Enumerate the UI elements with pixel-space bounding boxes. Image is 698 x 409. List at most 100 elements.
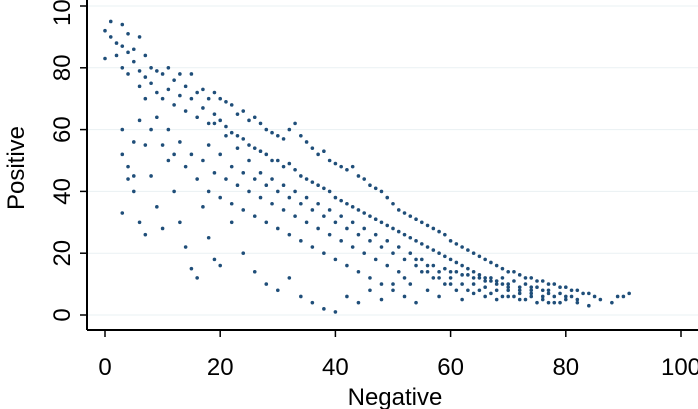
data-point: [448, 276, 453, 280]
data-point: [615, 294, 620, 299]
data-point: [581, 291, 585, 296]
data-point: [155, 115, 159, 120]
data-point: [460, 297, 464, 302]
data-point: [299, 201, 303, 206]
y-axis-ticks: 0 20 40 60 80 100: [49, 0, 87, 322]
data-point: [362, 226, 367, 231]
data-point: [402, 211, 407, 215]
data-point: [258, 195, 263, 200]
data-point: [350, 220, 355, 225]
data-point: [166, 66, 171, 70]
data-point: [425, 245, 430, 249]
data-point: [327, 232, 332, 237]
data-point: [241, 137, 246, 141]
data-point: [264, 183, 269, 188]
data-point: [155, 69, 159, 73]
data-point: [385, 263, 390, 268]
data-point: [270, 177, 274, 181]
data-point: [558, 300, 562, 305]
data-point: [448, 239, 453, 243]
data-point: [195, 90, 199, 95]
data-point: [535, 279, 539, 283]
data-point: [293, 121, 297, 126]
data-point: [287, 276, 292, 280]
data-point: [379, 282, 384, 286]
data-point: [610, 300, 614, 305]
x-tick-label: 60: [437, 354, 464, 381]
data-point: [466, 266, 470, 271]
data-point: [345, 167, 349, 172]
data-point: [391, 201, 395, 206]
data-point: [546, 288, 551, 293]
data-point: [564, 285, 568, 289]
data-point: [420, 242, 424, 246]
data-point: [414, 217, 418, 222]
data-point: [339, 164, 343, 169]
data-point: [120, 44, 125, 48]
x-tick-label: 80: [552, 354, 579, 381]
data-point: [379, 245, 384, 249]
data-point: [558, 285, 562, 289]
data-point: [506, 294, 511, 299]
data-point: [293, 189, 297, 194]
data-point: [500, 294, 505, 299]
data-point: [333, 257, 338, 262]
data-point: [235, 112, 240, 116]
data-point: [137, 84, 142, 89]
data-point: [477, 276, 482, 280]
data-point: [206, 121, 211, 126]
data-point: [143, 96, 148, 101]
data-point: [506, 288, 511, 293]
data-point: [454, 288, 459, 293]
data-point: [391, 226, 395, 231]
data-point: [431, 226, 436, 231]
data-point: [160, 226, 165, 231]
data-point: [310, 180, 315, 184]
data-point: [183, 245, 188, 249]
data-point: [333, 220, 338, 225]
data-point: [385, 195, 390, 200]
data-point: [385, 223, 390, 228]
data-point: [281, 208, 286, 212]
data-point: [489, 260, 493, 265]
data-point: [368, 239, 372, 243]
data-point: [437, 251, 441, 255]
data-point: [137, 69, 142, 73]
data-point: [299, 133, 303, 138]
data-point: [212, 121, 217, 126]
data-point: [540, 297, 545, 302]
data-point: [299, 174, 303, 178]
data-point: [201, 205, 205, 209]
data-point: [483, 294, 487, 299]
data-point: [483, 257, 487, 262]
data-point: [212, 171, 217, 175]
data-point: [304, 220, 309, 225]
data-point: [247, 189, 251, 194]
data-point: [546, 282, 551, 286]
data-point: [402, 294, 407, 299]
data-point: [523, 276, 528, 280]
data-point: [287, 127, 292, 132]
data-point: [408, 282, 413, 286]
data-point: [535, 300, 539, 305]
data-point: [402, 276, 407, 280]
data-point: [114, 41, 119, 45]
data-point: [327, 189, 332, 194]
data-point: [391, 282, 395, 286]
data-point: [471, 282, 476, 286]
data-point: [310, 146, 315, 150]
data-point: [345, 294, 349, 299]
data-point: [345, 263, 349, 268]
data-point: [229, 164, 234, 169]
data-point: [373, 232, 378, 237]
data-point: [120, 152, 125, 157]
data-point: [149, 66, 153, 70]
data-point: [506, 285, 511, 289]
data-point: [166, 127, 171, 132]
data-point: [258, 149, 263, 154]
data-point: [569, 294, 574, 299]
data-point: [322, 149, 326, 154]
data-point: [460, 273, 464, 277]
data-point: [126, 164, 130, 169]
data-point: [396, 208, 401, 212]
